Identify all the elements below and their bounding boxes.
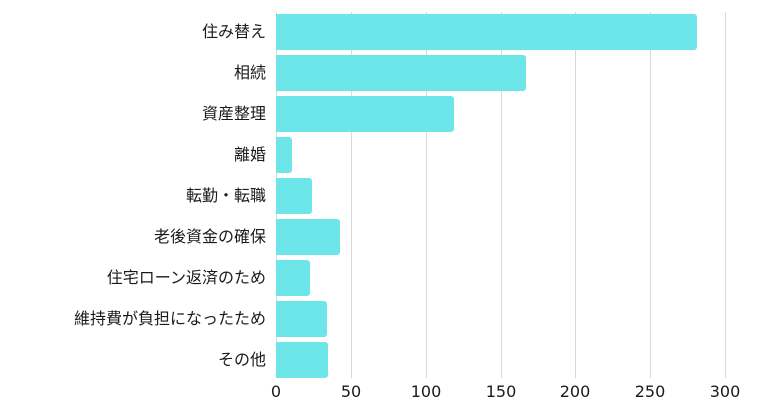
bar [276,342,328,378]
gridline [426,12,427,378]
gridline [725,12,726,378]
category-label: 離婚 [233,145,266,164]
category-label: 維持費が負担になったため [73,309,266,328]
x-tick-label: 0 [270,382,282,401]
category-label: 住宅ローン返済のため [106,268,266,287]
bar [276,55,526,91]
x-tick-label: 300 [709,382,741,401]
category-label: 資産整理 [201,104,266,123]
category-label: 相続 [233,63,266,82]
category-label: その他 [217,350,266,369]
bar [276,137,292,173]
gridline [575,12,576,378]
category-label: 住み替え [201,22,266,41]
gridline [650,12,651,378]
x-tick-label: 250 [634,382,666,401]
bar [276,260,310,296]
bar [276,178,312,214]
category-label: 転勤・転職 [185,186,266,205]
x-tick-label: 100 [410,382,442,401]
bar [276,219,340,255]
bar [276,96,454,132]
x-tick-label: 200 [559,382,591,401]
x-tick-label: 150 [485,382,517,401]
gridline [351,12,352,378]
bar [276,14,697,50]
category-label: 老後資金の確保 [153,227,266,246]
gridline [501,12,502,378]
x-tick-label: 50 [340,382,362,401]
bar [276,301,327,337]
